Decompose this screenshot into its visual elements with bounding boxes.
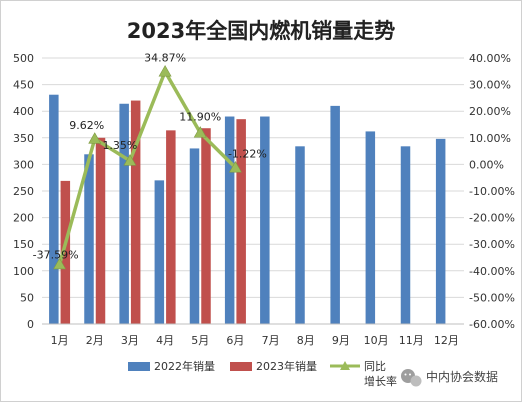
growth-marker [53, 257, 67, 270]
y-tick-label: 300 [13, 158, 34, 171]
y2-tick-label: 0.00% [469, 158, 504, 171]
bar-2022 [154, 180, 165, 324]
x-tick-label: 6月 [226, 334, 244, 347]
y2-tick-label: 20.00% [469, 105, 511, 118]
legend-marker-growth [340, 361, 350, 370]
growth-line-path [57, 69, 237, 265]
bar-2023 [166, 130, 176, 324]
growth-line [53, 65, 242, 270]
data-labels: -37.59% 9.62% 1.35% 34.87% 11.90% -1.22% [33, 52, 267, 262]
legend-label-growth-2: 增长率 [364, 374, 397, 388]
gridlines [42, 57, 464, 325]
growth-data-label: 1.35% [102, 139, 137, 152]
bar-2023 [95, 137, 106, 324]
growth-marker [228, 161, 242, 173]
bar-2022 [365, 131, 376, 324]
y-axis-left: 0 50 100 150 200 250 300 350 400 450 500 [13, 52, 34, 331]
y2-tick-label: -30.00% [469, 238, 515, 251]
bars [42, 94, 464, 325]
bar-2022 [330, 105, 340, 324]
legend-label-2022: 2022年销量 [154, 359, 215, 373]
watermark: 中内协会数据 [401, 369, 498, 387]
y2-tick-label: -10.00% [469, 185, 515, 198]
y-axis-right: -60.00% -50.00% -40.00% -30.00% -20.00% -10.0… [469, 52, 515, 331]
growth-marker [123, 154, 137, 166]
bar-2023 [60, 180, 71, 324]
x-tick-label: 4月 [156, 334, 174, 347]
growth-data-label: -1.22% [228, 148, 267, 161]
bar-2022 [400, 146, 411, 324]
x-tick-label: 8月 [297, 334, 315, 347]
y2-tick-label: 30.00% [469, 79, 511, 92]
x-tick-label: 7月 [262, 334, 280, 347]
x-tick-label: 9月 [332, 334, 350, 347]
x-tick-label: 10月 [364, 334, 389, 347]
growth-marker [193, 126, 207, 138]
x-tick-label: 12月 [434, 334, 459, 347]
y-tick-label: 150 [13, 238, 34, 251]
x-axis: 1月 2月 3月 4月 5月 6月 7月 8月 9月 10月 11月 12月 [51, 334, 459, 347]
x-tick-label: 2月 [86, 334, 104, 347]
bar-2022 [295, 146, 305, 324]
bar-2022 [435, 138, 446, 324]
growth-marker [158, 65, 172, 77]
y-tick-label: 350 [13, 132, 34, 145]
bar-2022 [84, 154, 94, 324]
y-tick-label: 250 [13, 185, 34, 198]
growth-data-label: -37.59% [33, 248, 79, 261]
y2-tick-label: -60.00% [469, 318, 515, 331]
bar-2022 [49, 94, 59, 324]
bar-2023 [130, 100, 141, 324]
x-tick-label: 5月 [191, 334, 209, 347]
growth-data-label: 34.87% [144, 52, 186, 65]
bar-2023 [201, 128, 211, 324]
y-tick-label: 50 [20, 291, 34, 304]
legend-swatch-2023 [230, 362, 252, 371]
wechat-icon [401, 369, 422, 387]
y2-tick-label: 10.00% [469, 132, 511, 145]
legend-label-2023: 2023年销量 [256, 359, 317, 373]
y-tick-label: 400 [13, 105, 34, 118]
y-tick-label: 450 [13, 79, 34, 92]
legend-label-growth-1: 同比 [364, 360, 386, 373]
chart-title: 2023年全国内燃机销量走势 [127, 19, 395, 43]
legend-swatch-2022 [128, 362, 150, 371]
y-tick-label: 100 [13, 265, 34, 278]
bar-2022 [119, 103, 129, 324]
y2-tick-label: 40.00% [469, 52, 511, 65]
y2-tick-label: -40.00% [469, 265, 515, 278]
y2-tick-label: -20.00% [469, 212, 515, 225]
growth-data-label: 9.62% [69, 119, 104, 132]
x-tick-label: 3月 [121, 334, 139, 347]
y-tick-label: 200 [13, 212, 34, 225]
x-tick-label: 1月 [51, 334, 69, 347]
x-tick-label: 11月 [399, 334, 424, 347]
bar-2023 [236, 119, 246, 325]
bar-2022 [260, 116, 270, 325]
bar-2022 [224, 116, 235, 325]
growth-data-label: 11.90% [179, 111, 221, 124]
y-tick-label: 500 [13, 52, 34, 65]
bar-2022 [189, 148, 200, 324]
y2-tick-label: -50.00% [469, 291, 515, 304]
watermark-text: 中内协会数据 [426, 369, 498, 384]
y-tick-label: 0 [27, 318, 34, 331]
growth-marker [88, 132, 102, 144]
